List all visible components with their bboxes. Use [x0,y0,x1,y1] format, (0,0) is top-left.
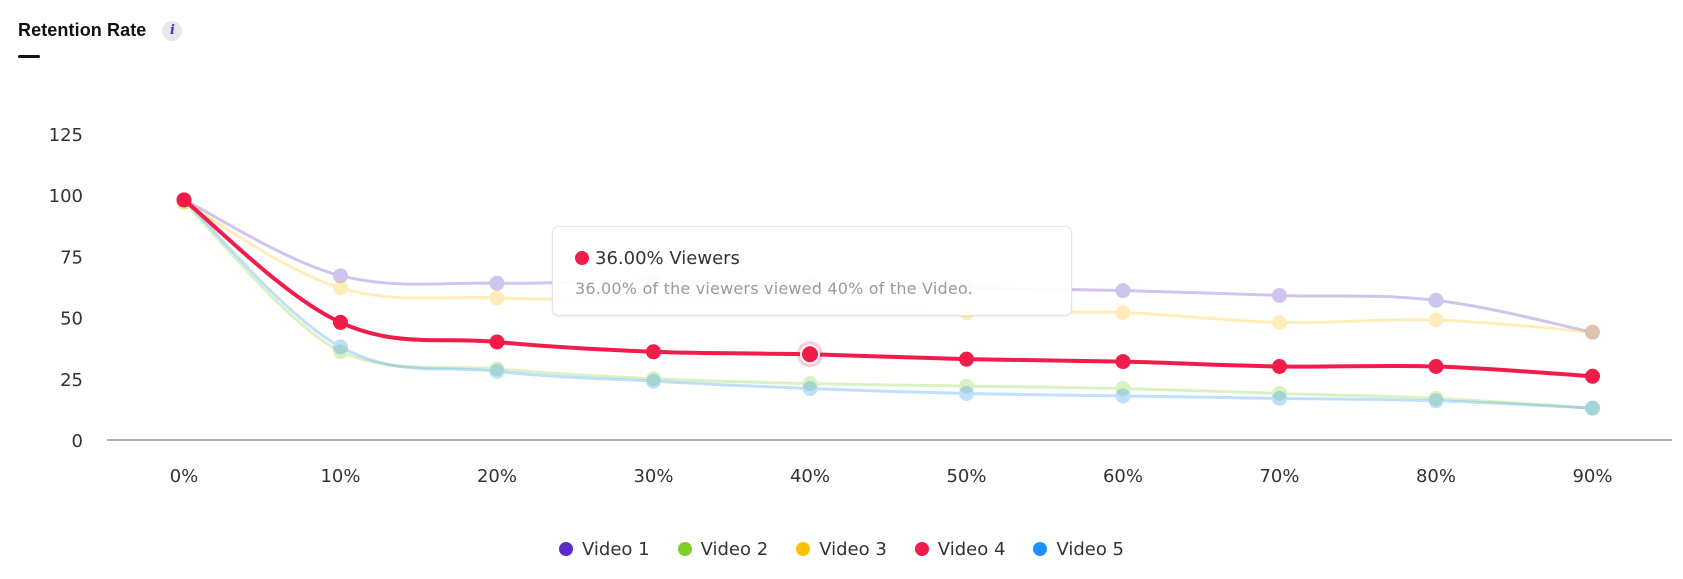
x-tick-label: 70% [1259,466,1299,487]
data-point[interactable] [1115,354,1131,370]
legend-item-video-5[interactable]: Video 5 [1033,538,1124,562]
x-tick-label: 60% [1103,466,1143,487]
data-point[interactable] [1428,312,1444,328]
data-point[interactable] [1428,393,1444,409]
data-point[interactable] [802,381,818,397]
y-tick-label: 75 [60,247,83,268]
legend-item-video-1[interactable]: Video 1 [558,538,650,562]
data-point[interactable] [1115,381,1131,397]
data-point[interactable] [1585,400,1600,416]
data-point[interactable] [1428,390,1444,406]
tooltip-detail: 36.00% of the viewers viewed 40% of the … [575,279,973,298]
data-point[interactable] [1428,359,1444,374]
data-point[interactable] [333,339,348,355]
chart-legend: Video 1 Video 2 Video 3 Video 4 Video 5 [0,538,1683,562]
legend-item-video-3[interactable]: Video 3 [796,538,887,562]
data-point[interactable] [333,268,348,284]
tooltip-headline: 36.00% Viewers [595,248,740,269]
y-tick-label: 50 [60,309,83,330]
series-video-5[interactable] [176,192,1601,416]
x-tick-label: 0% [170,466,199,487]
data-point[interactable] [1272,359,1287,374]
x-tick-label: 20% [477,466,517,487]
legend-label: Video 4 [937,539,1006,560]
x-tick-label: 40% [790,466,830,487]
data-point[interactable] [333,344,348,360]
tooltip-series-dot [575,250,589,265]
data-point[interactable] [1115,305,1131,321]
legend-label: Video 1 [581,539,650,560]
data-point[interactable] [176,192,192,208]
legend-item-video-4[interactable]: Video 4 [914,538,1006,562]
data-tooltip: 36.00% Viewers 36.00% of the viewers vie… [552,226,1072,316]
data-point[interactable] [1115,283,1131,299]
chart-title: Retention Rate [18,20,147,40]
data-point[interactable] [489,361,505,377]
title-underline [18,55,40,58]
data-point[interactable] [489,275,505,291]
data-point[interactable] [489,290,505,306]
data-point[interactable] [959,351,974,367]
data-point[interactable] [333,280,348,296]
data-point[interactable] [333,314,348,330]
x-tick-label: 10% [320,466,360,487]
series-line [182,197,1595,379]
legend-label: Video 2 [700,539,769,560]
info-icon[interactable]: i [162,20,183,41]
data-point[interactable] [489,363,505,379]
data-point[interactable] [1272,390,1287,406]
x-tick-label: 50% [946,466,986,487]
y-tick-label: 25 [60,370,83,391]
legend-dot [558,541,573,556]
data-point[interactable] [1272,385,1287,401]
x-tick-label: 90% [1572,466,1612,487]
data-point[interactable] [1585,324,1600,340]
x-axis: 0% 10% 20% 30% 40% 50% 60% 70% 80% 90% [107,439,1672,487]
x-tick-label: 80% [1416,466,1456,487]
data-point[interactable] [1585,368,1600,384]
data-point[interactable] [1272,314,1287,330]
y-tick-label: 125 [49,125,83,146]
y-tick-label: 0 [72,431,83,452]
data-point[interactable] [1115,388,1131,404]
series-line [182,200,1594,410]
data-point[interactable] [646,373,661,389]
legend-dot [914,541,929,556]
data-point[interactable] [646,344,661,360]
data-point[interactable] [959,385,974,401]
legend-dot [796,541,811,556]
hover-point[interactable] [800,344,820,365]
data-point[interactable] [646,371,661,387]
legend-label: Video 5 [1056,539,1125,560]
y-axis: 0 25 50 75 100 125 [49,125,83,452]
y-tick-label: 100 [49,186,83,207]
legend-dot [677,541,692,556]
data-point[interactable] [959,378,974,394]
data-point[interactable] [489,334,505,350]
data-point[interactable] [802,376,818,392]
data-point[interactable] [1428,292,1444,308]
data-point[interactable] [1272,287,1287,303]
legend-label: Video 3 [819,539,887,560]
legend-item-video-2[interactable]: Video 2 [677,538,769,562]
data-point[interactable] [1585,400,1600,416]
chart-header: Retention Rate i [18,20,183,60]
legend-dot [1033,541,1048,556]
x-tick-label: 30% [633,466,673,487]
series-line [182,198,1594,410]
data-point[interactable] [1585,324,1600,340]
